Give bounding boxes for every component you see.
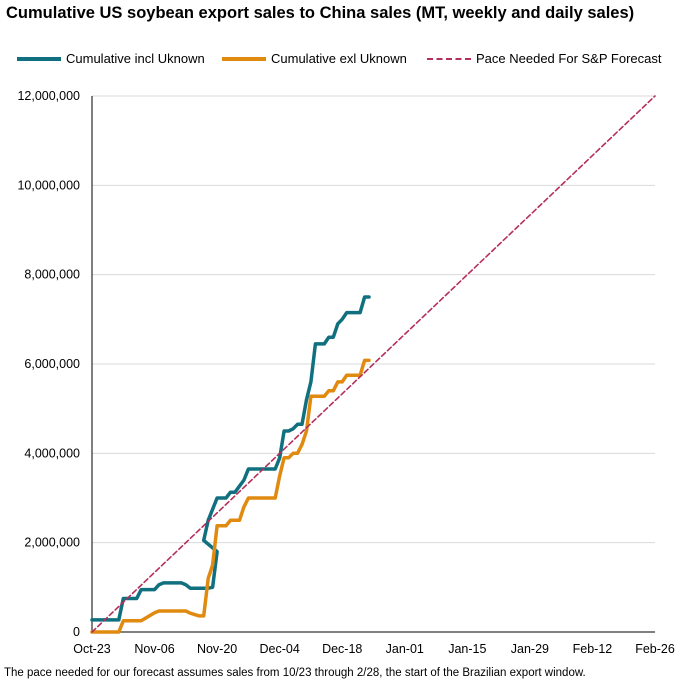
x-tick-label: Feb-12: [573, 642, 613, 656]
y-tick-label: 0: [73, 625, 80, 639]
y-tick-label: 4,000,000: [24, 446, 80, 460]
x-tick-label: Nov-20: [197, 642, 237, 656]
y-tick-label: 6,000,000: [24, 357, 80, 371]
y-tick-label: 10,000,000: [17, 178, 80, 192]
legend-item-exl-unknown: Cumulative exl Uknown: [222, 51, 407, 66]
y-tick-label: 8,000,000: [24, 268, 80, 282]
x-tick-label: Nov-06: [134, 642, 174, 656]
legend-swatch-incl-unknown: [17, 56, 61, 61]
x-tick-label: Jan-01: [386, 642, 424, 656]
x-tick-label: Dec-18: [322, 642, 362, 656]
legend-swatch-exl-unknown: [222, 56, 266, 61]
y-tick-label: 2,000,000: [24, 536, 80, 550]
legend-label-incl-unknown: Cumulative incl Uknown: [66, 51, 205, 66]
legend-label-pace: Pace Needed For S&P Forecast: [476, 51, 662, 66]
series-line-2: [91, 95, 656, 633]
x-tick-label: Dec-04: [260, 642, 300, 656]
chart-title: Cumulative US soybean export sales to Ch…: [6, 4, 635, 22]
x-tick-label: Jan-15: [448, 642, 486, 656]
x-tick-label: Feb-26: [635, 642, 675, 656]
legend-swatch-pace: [427, 57, 471, 60]
legend-label-exl-unknown: Cumulative exl Uknown: [271, 51, 407, 66]
x-tick-label: Oct-23: [73, 642, 111, 656]
series-line-1: [90, 358, 371, 634]
x-tick-label: Jan-29: [511, 642, 549, 656]
series-line-0: [90, 295, 371, 622]
footnote: The pace needed for our forecast assumes…: [4, 667, 586, 679]
legend-item-pace: Pace Needed For S&P Forecast: [427, 51, 661, 66]
y-tick-label: 12,000,000: [17, 89, 80, 103]
legend-item-incl-unknown: Cumulative incl Uknown: [17, 51, 205, 66]
